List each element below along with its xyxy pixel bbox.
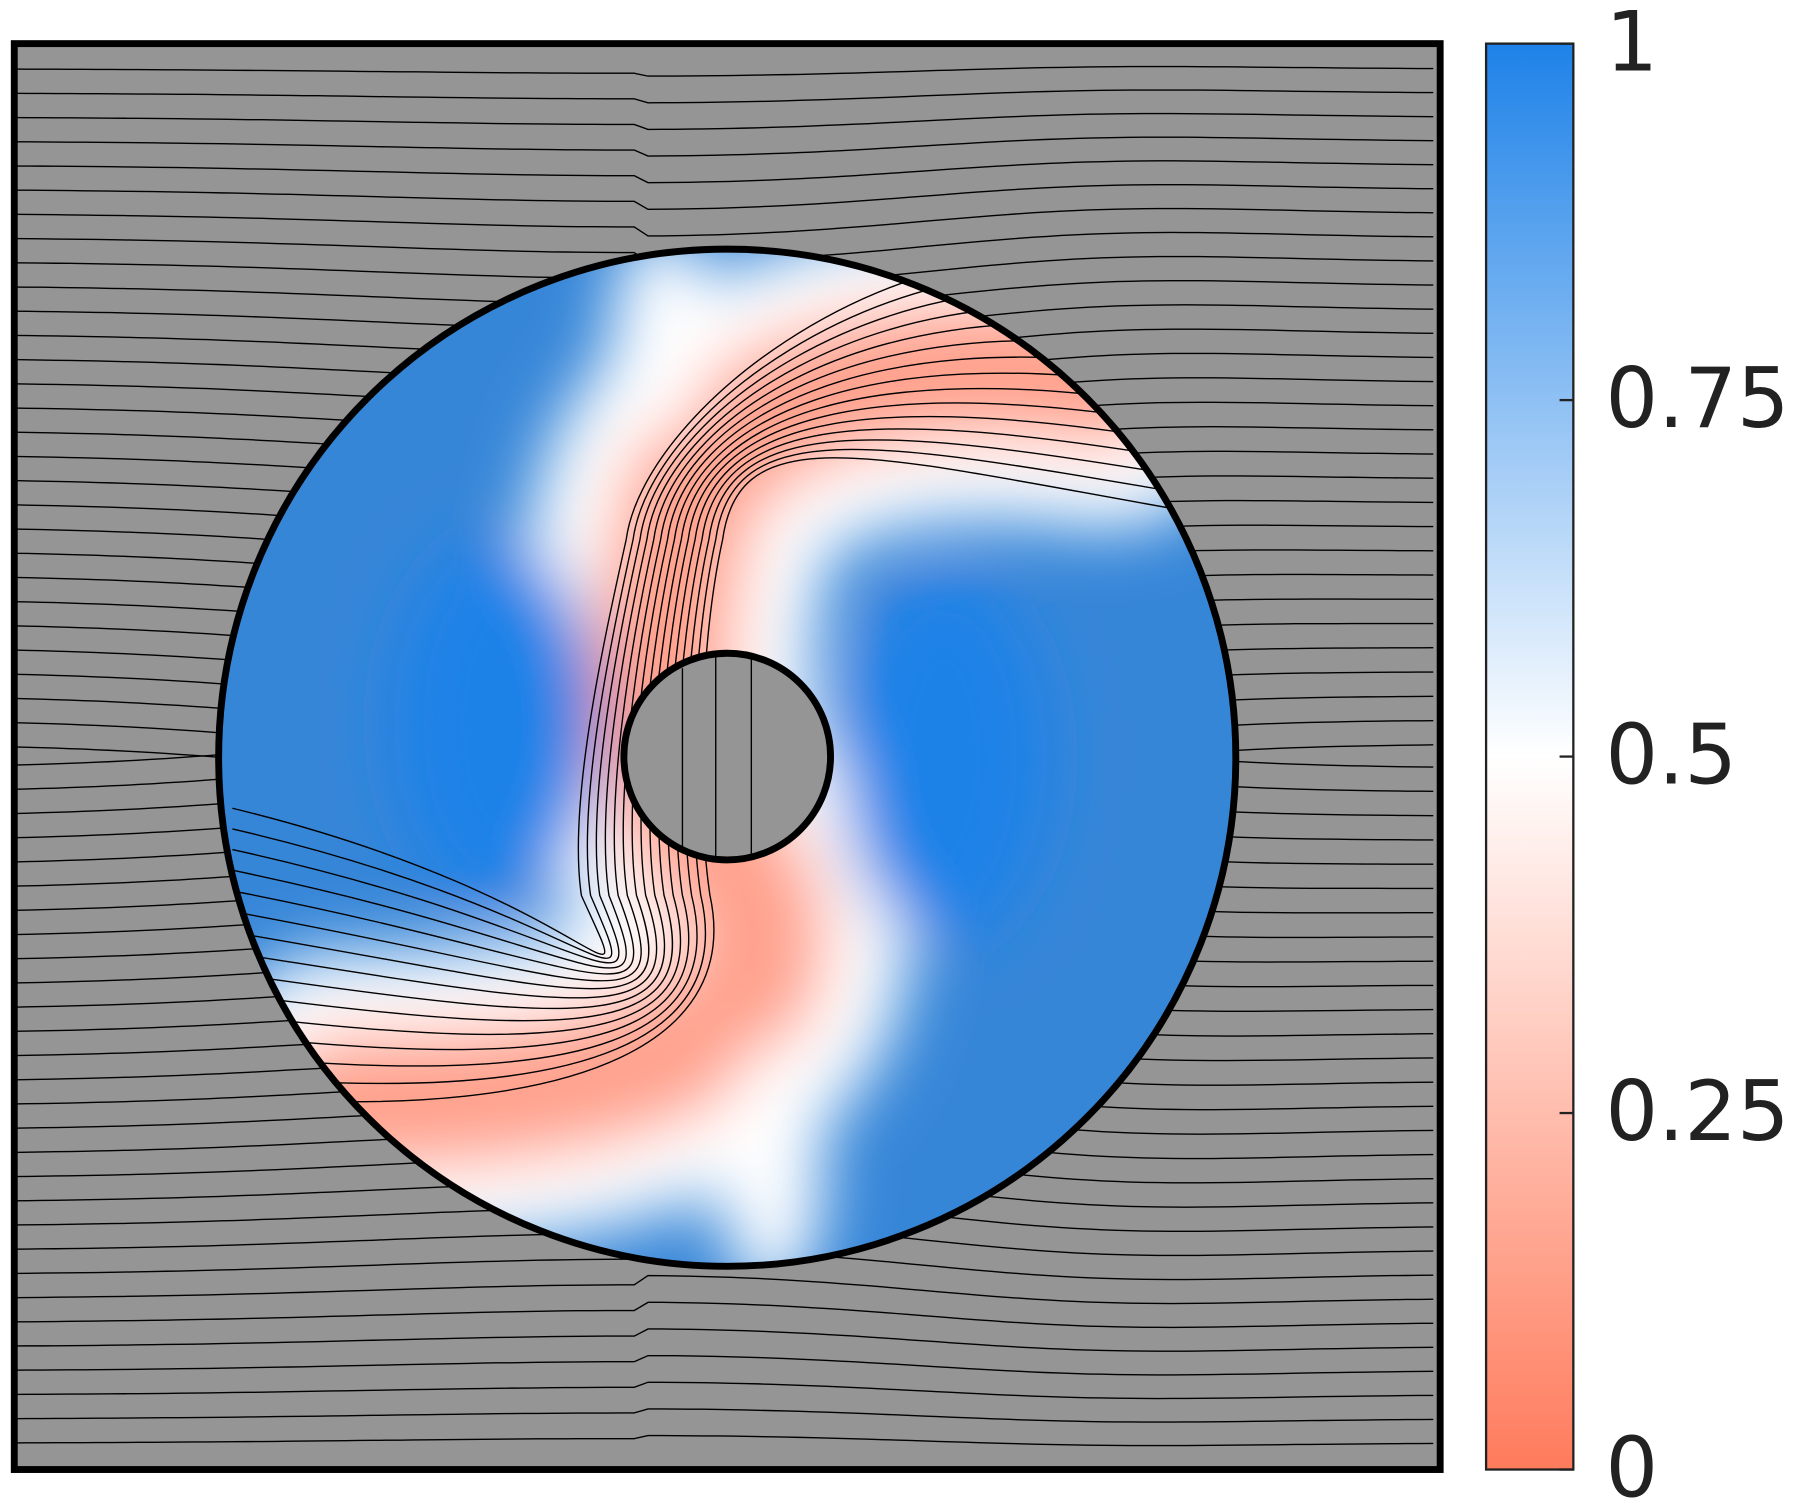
streamline xyxy=(232,288,1117,964)
plot-frame xyxy=(10,40,1444,1473)
streamline xyxy=(14,112,1434,131)
streamline xyxy=(14,1354,1434,1376)
streamline xyxy=(14,160,1434,184)
colorbar-tick-label: 0.5 xyxy=(1605,708,1736,804)
streamline xyxy=(232,323,1131,975)
inner-obstacle xyxy=(620,649,834,864)
streamline xyxy=(14,184,1434,210)
streamline xyxy=(14,1274,1434,1305)
streamline xyxy=(14,65,1434,77)
inner-lines xyxy=(681,654,753,859)
colorbar-tick-label: 0.25 xyxy=(1605,1064,1789,1160)
streamline xyxy=(232,306,1124,969)
streamline xyxy=(14,1434,1434,1447)
colorbar-tick-label: 0 xyxy=(1605,1421,1658,1512)
colorbar-tick-label: 0.75 xyxy=(1605,351,1789,447)
streamline xyxy=(14,89,1434,104)
colorbar-tick-label: 1 xyxy=(1605,0,1658,91)
streamline xyxy=(14,1328,1434,1352)
streamline xyxy=(232,270,1110,959)
colorbar-ticks: 0 0.25 0.5 0.75 1 xyxy=(1559,0,1790,1512)
streamline xyxy=(232,253,1103,956)
streamline xyxy=(14,1408,1434,1423)
streamline xyxy=(14,1301,1434,1329)
streamline xyxy=(14,207,1434,237)
streamline xyxy=(14,1381,1434,1400)
outer-boundary xyxy=(215,245,1240,1270)
streamline xyxy=(14,136,1434,157)
